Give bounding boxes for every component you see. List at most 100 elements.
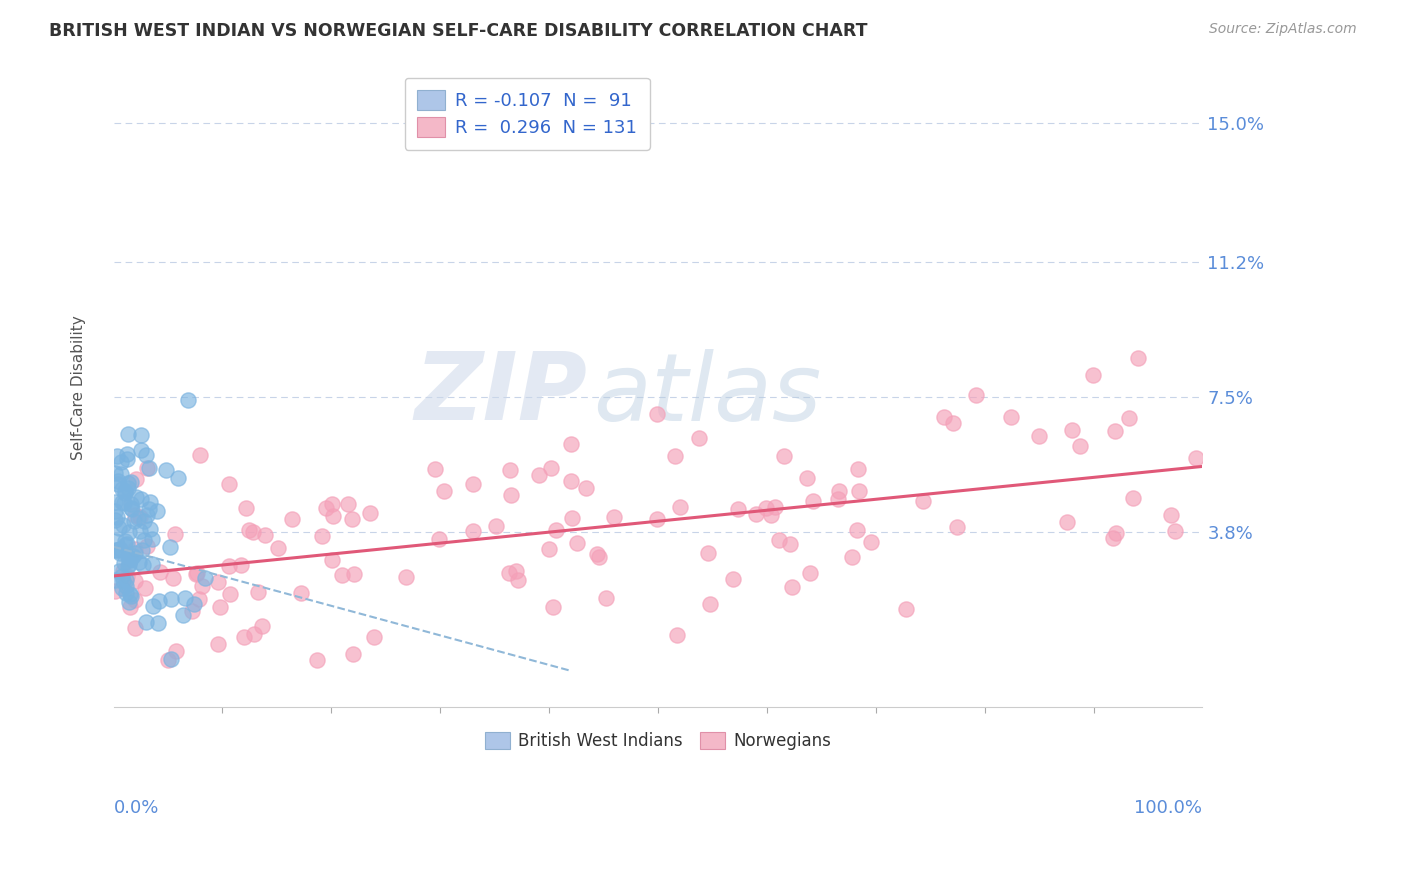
Point — [162, 571, 184, 585]
Point — [129, 491, 152, 506]
Point — [174, 591, 197, 606]
Point — [105, 449, 128, 463]
Point — [779, 537, 801, 551]
Point — [111, 581, 134, 595]
Point — [128, 510, 150, 524]
Point — [848, 484, 870, 499]
Point — [124, 574, 146, 588]
Point — [118, 552, 141, 566]
Point — [588, 549, 610, 564]
Point — [160, 652, 183, 666]
Point — [603, 509, 626, 524]
Point — [114, 483, 136, 498]
Point — [796, 471, 818, 485]
Point — [250, 618, 273, 632]
Point — [330, 567, 353, 582]
Point — [242, 525, 264, 540]
Point — [780, 580, 803, 594]
Point — [281, 512, 304, 526]
Text: atlas: atlas — [593, 349, 821, 440]
Point — [111, 569, 134, 583]
Point — [120, 475, 142, 489]
Point — [363, 630, 385, 644]
Point — [340, 511, 363, 525]
Point — [688, 432, 710, 446]
Point — [207, 575, 229, 590]
Point — [665, 628, 688, 642]
Point — [541, 599, 564, 614]
Text: 0.0%: 0.0% — [114, 798, 159, 816]
Point — [912, 494, 935, 508]
Point — [117, 481, 139, 495]
Point — [124, 621, 146, 635]
Point — [114, 538, 136, 552]
Point — [186, 566, 208, 581]
Point — [501, 488, 523, 502]
Point — [540, 460, 562, 475]
Point — [122, 514, 145, 528]
Point — [942, 416, 965, 430]
Point — [165, 643, 187, 657]
Point — [934, 410, 956, 425]
Point — [645, 407, 668, 421]
Point — [108, 541, 131, 556]
Point — [427, 532, 450, 546]
Point — [118, 587, 141, 601]
Point — [138, 461, 160, 475]
Point — [128, 555, 150, 569]
Point — [759, 508, 782, 522]
Point — [461, 524, 484, 539]
Point — [121, 549, 143, 564]
Point — [1164, 524, 1187, 539]
Point — [165, 527, 187, 541]
Point — [141, 532, 163, 546]
Point — [218, 477, 240, 491]
Point — [114, 486, 136, 500]
Point — [1122, 491, 1144, 505]
Point — [129, 524, 152, 539]
Point — [290, 586, 312, 600]
Point — [110, 455, 132, 469]
Point — [105, 543, 128, 558]
Point — [499, 462, 522, 476]
Point — [124, 546, 146, 560]
Point — [1185, 451, 1208, 466]
Point — [104, 513, 127, 527]
Point — [117, 549, 139, 564]
Point — [180, 603, 202, 617]
Point — [146, 503, 169, 517]
Point — [208, 599, 231, 614]
Point — [142, 599, 165, 613]
Point — [112, 564, 135, 578]
Point — [115, 537, 138, 551]
Point — [1118, 410, 1140, 425]
Point — [1102, 531, 1125, 545]
Point — [187, 591, 209, 606]
Point — [120, 553, 142, 567]
Point — [1069, 439, 1091, 453]
Point — [134, 533, 156, 547]
Point — [136, 460, 159, 475]
Point — [111, 483, 134, 497]
Point — [117, 559, 139, 574]
Point — [267, 541, 290, 556]
Point — [315, 500, 337, 515]
Point — [120, 497, 142, 511]
Point — [485, 519, 508, 533]
Point — [155, 463, 177, 477]
Point — [799, 566, 821, 580]
Point — [803, 493, 825, 508]
Point — [1126, 351, 1149, 366]
Point — [115, 573, 138, 587]
Point — [132, 558, 155, 572]
Point — [138, 502, 160, 516]
Point — [505, 564, 527, 578]
Point — [183, 597, 205, 611]
Point — [104, 542, 127, 557]
Point — [124, 541, 146, 556]
Point — [586, 547, 609, 561]
Point — [846, 524, 869, 538]
Point — [723, 572, 745, 586]
Point — [117, 524, 139, 539]
Point — [321, 553, 343, 567]
